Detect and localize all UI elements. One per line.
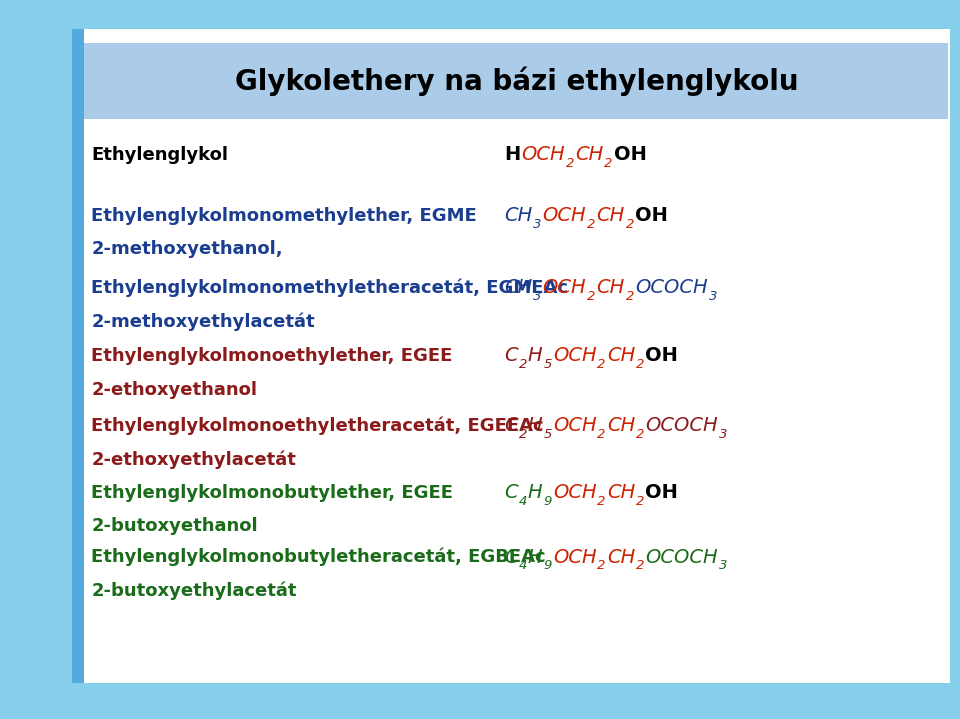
Text: 2: 2 <box>626 218 634 231</box>
Text: 3: 3 <box>533 218 541 231</box>
Text: H: H <box>528 416 542 435</box>
Text: 3: 3 <box>533 290 541 303</box>
Text: Ethylenglykolmonomethylether, EGME: Ethylenglykolmonomethylether, EGME <box>91 206 477 225</box>
Text: OH: OH <box>645 483 678 502</box>
Text: H: H <box>504 145 520 164</box>
Text: Ethylenglykolmonobutylether, EGEE: Ethylenglykolmonobutylether, EGEE <box>91 483 453 502</box>
Text: C: C <box>504 548 517 567</box>
Text: C: C <box>504 347 517 365</box>
Text: 3: 3 <box>708 290 717 303</box>
Text: 4: 4 <box>518 559 527 572</box>
Text: 2: 2 <box>518 358 527 371</box>
FancyBboxPatch shape <box>72 29 950 683</box>
Text: 3: 3 <box>719 559 728 572</box>
Text: 2-methoxyethylacetát: 2-methoxyethylacetát <box>91 312 315 331</box>
Text: 2: 2 <box>626 290 634 303</box>
Text: 2: 2 <box>636 495 644 508</box>
Text: OCOCH: OCOCH <box>645 548 718 567</box>
Text: OH: OH <box>635 206 668 225</box>
Text: CH: CH <box>607 347 635 365</box>
Text: 2: 2 <box>636 428 644 441</box>
Text: 3: 3 <box>719 428 728 441</box>
Text: 2: 2 <box>588 290 595 303</box>
Text: CH: CH <box>607 548 635 567</box>
Text: CH: CH <box>607 483 635 502</box>
Text: H: H <box>528 483 542 502</box>
Text: C: C <box>504 416 517 435</box>
FancyBboxPatch shape <box>84 43 948 119</box>
Text: CH: CH <box>596 278 625 297</box>
Text: Ethylenglykolmonomethyletheracetát, EGMEAc: Ethylenglykolmonomethyletheracetát, EGME… <box>91 278 568 297</box>
Text: 2: 2 <box>597 495 606 508</box>
Text: 9: 9 <box>543 495 552 508</box>
Text: Glykolethery na bázi ethylenglykolu: Glykolethery na bázi ethylenglykolu <box>234 66 799 96</box>
Text: 2-ethoxyethanol: 2-ethoxyethanol <box>91 380 257 399</box>
FancyBboxPatch shape <box>72 29 84 683</box>
Text: CH: CH <box>596 206 625 225</box>
Text: 2: 2 <box>597 559 606 572</box>
Text: 5: 5 <box>543 428 552 441</box>
Text: OCH: OCH <box>542 278 587 297</box>
Text: OCH: OCH <box>542 206 587 225</box>
Text: 2: 2 <box>597 358 606 371</box>
Text: OH: OH <box>613 145 646 164</box>
Text: 2: 2 <box>636 358 644 371</box>
Text: 2: 2 <box>565 157 574 170</box>
Text: CH: CH <box>607 416 635 435</box>
Text: 2: 2 <box>588 218 595 231</box>
Text: 5: 5 <box>543 358 552 371</box>
Text: 2: 2 <box>518 428 527 441</box>
Text: 2-butoxyethanol: 2-butoxyethanol <box>91 517 258 536</box>
Text: Ethylenglykolmonobutyletheracetát, EGBEAc: Ethylenglykolmonobutyletheracetát, EGBEA… <box>91 548 546 567</box>
Text: H: H <box>528 548 542 567</box>
Text: H: H <box>528 347 542 365</box>
Text: C: C <box>504 483 517 502</box>
Text: CH: CH <box>504 206 532 225</box>
Text: OCOCH: OCOCH <box>645 416 718 435</box>
Text: 9: 9 <box>543 559 552 572</box>
Text: CH: CH <box>504 278 532 297</box>
Text: 2-ethoxyethylacetát: 2-ethoxyethylacetát <box>91 450 296 469</box>
Text: OCH: OCH <box>521 145 564 164</box>
Text: OCH: OCH <box>553 416 596 435</box>
Text: 4: 4 <box>518 495 527 508</box>
Text: 2-methoxyethanol,: 2-methoxyethanol, <box>91 240 283 259</box>
Text: Ethylenglykolmonoethylether, EGEE: Ethylenglykolmonoethylether, EGEE <box>91 347 452 365</box>
Text: OCH: OCH <box>553 548 596 567</box>
Text: OCH: OCH <box>553 347 596 365</box>
Text: 2: 2 <box>605 157 612 170</box>
Text: CH: CH <box>575 145 604 164</box>
Text: OCOCH: OCOCH <box>635 278 708 297</box>
Text: Ethylenglykolmonoethyletheracetát, EGEEAc: Ethylenglykolmonoethyletheracetát, EGEEA… <box>91 416 543 435</box>
Text: Ethylenglykol: Ethylenglykol <box>91 145 228 164</box>
Text: 2-butoxyethylacetát: 2-butoxyethylacetát <box>91 582 297 600</box>
Text: 2: 2 <box>597 428 606 441</box>
Text: OCH: OCH <box>553 483 596 502</box>
Text: OH: OH <box>645 347 678 365</box>
Text: 2: 2 <box>636 559 644 572</box>
